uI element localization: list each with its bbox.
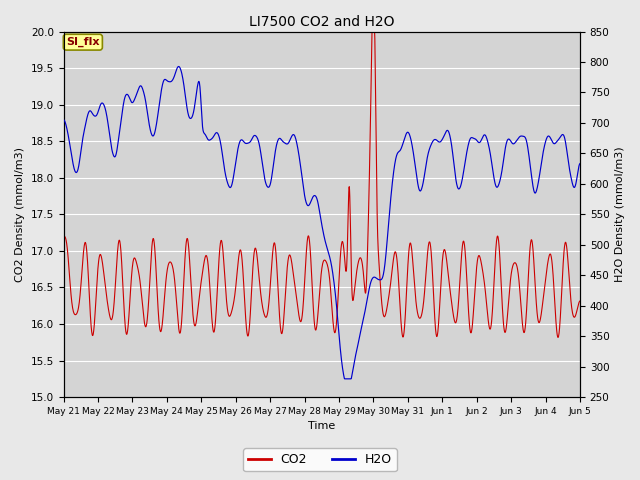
Y-axis label: H2O Density (mmol/m3): H2O Density (mmol/m3) xyxy=(615,146,625,282)
Y-axis label: CO2 Density (mmol/m3): CO2 Density (mmol/m3) xyxy=(15,147,25,282)
Text: SI_flx: SI_flx xyxy=(66,37,100,48)
Legend: CO2, H2O: CO2, H2O xyxy=(243,448,397,471)
Title: LI7500 CO2 and H2O: LI7500 CO2 and H2O xyxy=(249,15,394,29)
X-axis label: Time: Time xyxy=(308,421,335,432)
